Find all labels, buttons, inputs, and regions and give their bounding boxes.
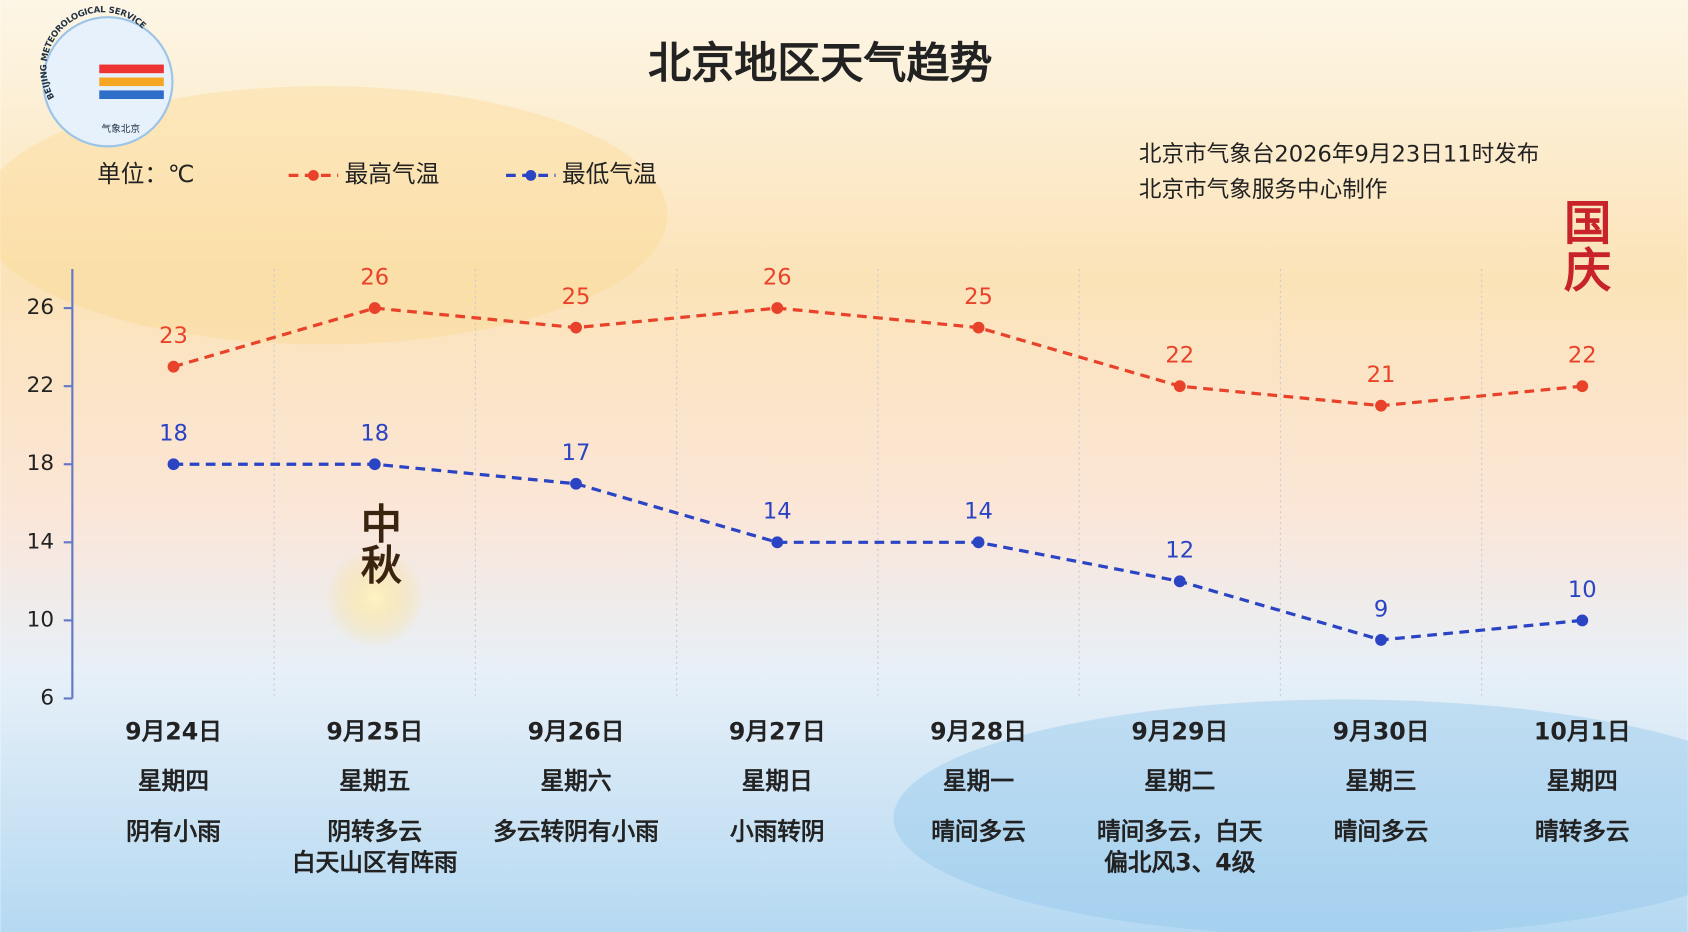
- y-tick-label: 14: [27, 529, 54, 554]
- x-tick-label: 9月27日: [729, 717, 826, 745]
- data-point: [1375, 633, 1387, 646]
- logo-stripe: [99, 77, 164, 87]
- data-label: 12: [1165, 538, 1194, 564]
- data-point: [1173, 380, 1186, 393]
- y-tick-label: 22: [27, 373, 54, 398]
- data-point: [1576, 380, 1589, 393]
- data-point: [771, 536, 784, 549]
- weather-label: 阴有小雨: [126, 817, 221, 845]
- y-tick-label: 10: [27, 607, 54, 632]
- weekday-label: 星期四: [1547, 767, 1618, 795]
- data-point: [368, 458, 381, 471]
- x-tick-label: 9月25日: [326, 717, 423, 745]
- chart-title: 北京地区天气趋势: [648, 39, 992, 89]
- data-label: 22: [1568, 343, 1597, 369]
- data-label: 9: [1374, 596, 1388, 622]
- unit-label: 单位：℃: [97, 160, 195, 188]
- data-point: [1576, 614, 1589, 627]
- weekday-label: 星期二: [1144, 767, 1215, 795]
- weekday-label: 星期三: [1346, 767, 1417, 795]
- y-tick-label: 18: [27, 451, 54, 476]
- data-point: [771, 302, 784, 315]
- weather-label: 晴转多云: [1535, 817, 1630, 845]
- data-point: [972, 321, 985, 334]
- annotation: 中秋: [354, 503, 402, 585]
- data-point: [570, 477, 582, 490]
- data-point: [167, 360, 180, 373]
- x-tick-label: 9月29日: [1131, 717, 1228, 745]
- x-tick-label: 9月26日: [528, 717, 625, 745]
- background-wash: [0, 86, 668, 345]
- legend-label: 最低气温: [562, 160, 657, 188]
- y-tick-label: 26: [27, 295, 54, 320]
- issuer: 北京市气象台2026年9月23日11时发布: [1139, 141, 1540, 167]
- weather-label: 晴间多云: [931, 817, 1026, 845]
- background-wash: [893, 699, 1688, 932]
- legend-marker: [308, 170, 319, 181]
- data-label: 26: [763, 264, 792, 290]
- data-label: 25: [964, 284, 993, 310]
- weekday-label: 星期一: [943, 767, 1014, 795]
- weather-label: 阴转多云: [327, 817, 422, 845]
- logo-stripe: [99, 90, 164, 100]
- weekday-label: 星期六: [541, 767, 612, 795]
- weather-label: 多云转阴有小雨: [493, 817, 659, 845]
- data-point: [570, 321, 582, 334]
- series-line: [173, 306, 1583, 408]
- data-label: 25: [562, 284, 591, 310]
- data-label: 14: [964, 499, 993, 525]
- data-label: 22: [1165, 343, 1194, 369]
- series-line: [173, 462, 1583, 642]
- logo-stripe: [99, 64, 164, 74]
- x-tick-label: 10月1日: [1534, 717, 1631, 745]
- data-label: 18: [159, 421, 188, 447]
- data-point: [167, 458, 180, 471]
- data-label: 17: [562, 440, 591, 466]
- moon-decoration: [325, 548, 425, 648]
- data-point: [368, 302, 381, 315]
- logo-text: 气象北京: [101, 122, 140, 135]
- data-label: 14: [763, 499, 792, 525]
- data-point: [1173, 575, 1186, 588]
- x-tick-label: 9月24日: [125, 717, 222, 745]
- data-point: [972, 536, 985, 549]
- weather-label: 晴间多云，白天: [1097, 817, 1263, 845]
- weekday-label: 星期四: [138, 767, 209, 795]
- issuer: 北京市气象服务中心制作: [1139, 177, 1388, 203]
- weather-label: 晴间多云: [1334, 817, 1429, 845]
- weather-label: 白天山区有阵雨: [292, 849, 458, 877]
- x-tick-label: 9月30日: [1333, 717, 1430, 745]
- weekday-label: 星期日: [742, 767, 813, 795]
- weather-label: 偏北风3、4级: [1104, 849, 1256, 877]
- legend-marker: [525, 170, 537, 181]
- logo: BEIJING METEOROLOGICAL SERVICE 气象北京: [39, 5, 174, 148]
- data-label: 10: [1568, 577, 1597, 603]
- weekday-label: 星期五: [339, 767, 410, 795]
- data-label: 23: [159, 323, 188, 349]
- data-point: [1375, 399, 1387, 412]
- y-tick-label: 6: [40, 685, 54, 710]
- weather-label: 小雨转阴: [730, 817, 825, 845]
- legend-label: 最高气温: [345, 160, 440, 188]
- data-label: 21: [1367, 362, 1396, 388]
- data-label: 18: [360, 421, 389, 447]
- x-tick-label: 9月28日: [930, 717, 1027, 745]
- data-label: 26: [360, 264, 389, 290]
- annotation: 国庆: [1555, 198, 1611, 293]
